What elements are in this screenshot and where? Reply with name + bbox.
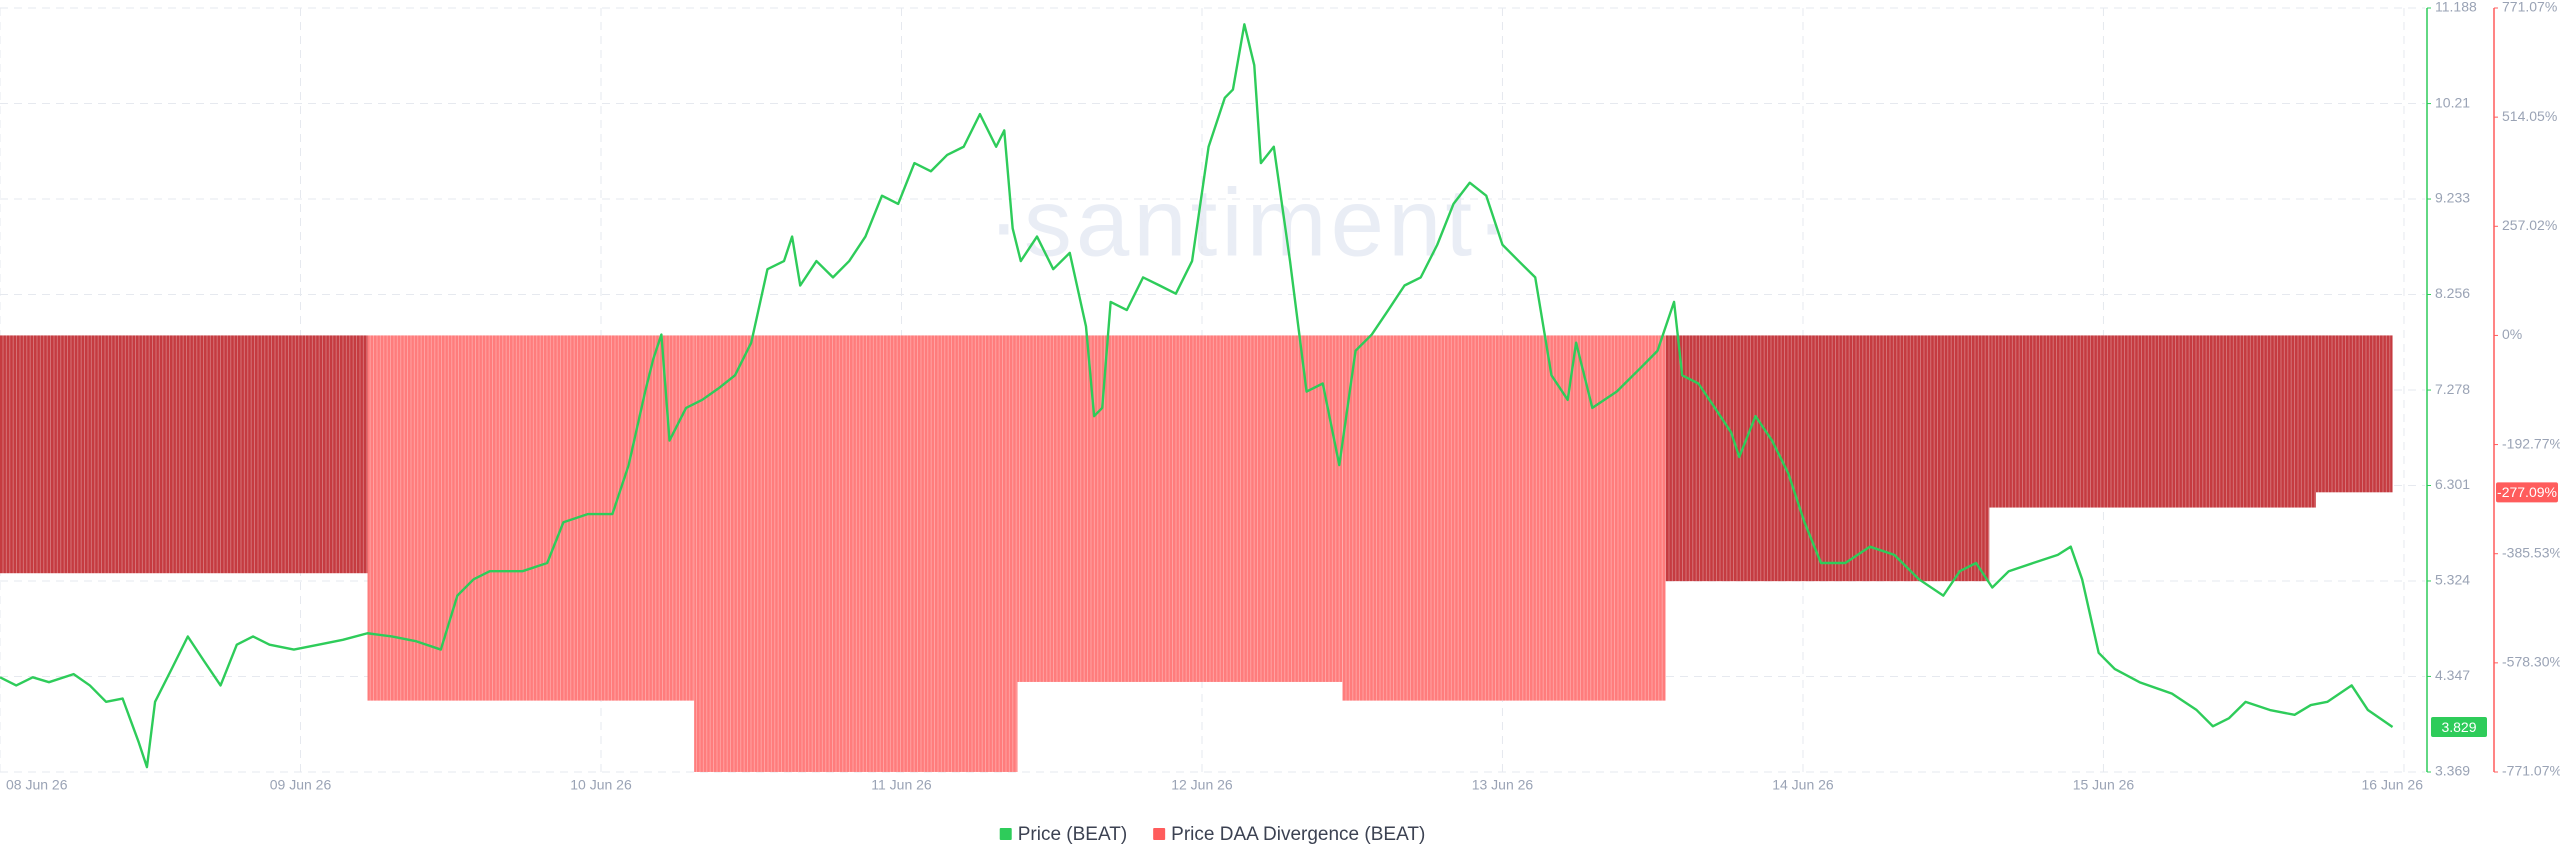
x-tick-label: 14 Jun 26 (1772, 777, 1834, 793)
y-tick-label: 11.188 (2435, 0, 2477, 15)
y-tick-label: 10.21 (2435, 94, 2470, 110)
y-tick-label: 8.256 (2435, 285, 2470, 301)
bar (1989, 335, 2316, 508)
y-tick-label: 6.301 (2435, 476, 2470, 492)
x-tick-label: 13 Jun 26 (1472, 777, 1534, 793)
legend-swatch (1153, 828, 1166, 840)
x-tick-label: 08 Jun 26 (6, 777, 68, 793)
last-value-label: -277.09% (2497, 484, 2557, 500)
legend: Price (BEAT) Price DAA Divergence (BEAT) (999, 824, 1425, 845)
y-tick-label: 3.369 (2435, 763, 2470, 779)
last-value-label: 3.829 (2441, 719, 2476, 735)
y-tick-label: 7.278 (2435, 381, 2470, 397)
x-tick-label: 16 Jun 26 (2362, 777, 2424, 793)
y-tick-label: 5.324 (2435, 572, 2470, 588)
legend-label: Price DAA Divergence (BEAT) (1171, 824, 1425, 845)
bar (2315, 335, 2393, 493)
legend-item[interactable]: Price (BEAT) (999, 824, 1127, 845)
bar (367, 335, 695, 701)
y2-tick-label: -192.77% (2502, 435, 2560, 451)
watermark: ·santiment· (988, 169, 1512, 276)
y2-tick-label: 0% (2502, 326, 2522, 342)
y2-tick-label: 771.07% (2502, 0, 2557, 15)
x-tick-label: 11 Jun 26 (871, 777, 932, 793)
y-tick-label: 9.233 (2435, 190, 2470, 206)
bar (694, 335, 1018, 772)
legend-label: Price (BEAT) (1018, 824, 1127, 845)
x-tick-label: 12 Jun 26 (1171, 777, 1233, 793)
x-tick-label: 15 Jun 26 (2073, 777, 2135, 793)
y2-tick-label: 514.05% (2502, 108, 2557, 124)
last-value-badge (2496, 482, 2558, 503)
y2-tick-label: -578.30% (2502, 654, 2560, 670)
bar (1665, 335, 1990, 582)
x-tick-label: 10 Jun 26 (570, 777, 632, 793)
y2-tick-label: -771.07% (2502, 763, 2560, 779)
last-value-badge (2431, 717, 2487, 738)
y2-tick-label: -385.53% (2502, 544, 2560, 560)
legend-swatch (999, 828, 1012, 840)
bar (1017, 335, 1343, 682)
bar (0, 335, 368, 574)
y2-tick-label: 257.02% (2502, 217, 2557, 233)
legend-item[interactable]: Price DAA Divergence (BEAT) (1153, 824, 1425, 845)
y-tick-label: 4.347 (2435, 667, 2470, 683)
x-tick-label: 09 Jun 26 (270, 777, 332, 793)
price-line (0, 23, 2394, 769)
